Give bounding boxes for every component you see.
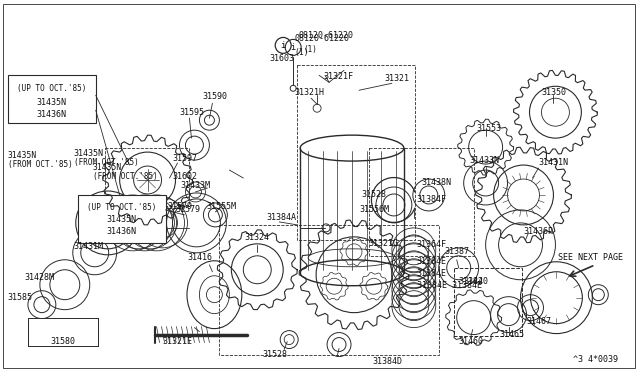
Text: 31428M: 31428M bbox=[25, 273, 55, 282]
Text: 31460: 31460 bbox=[458, 337, 483, 346]
Text: 31433M: 31433M bbox=[180, 180, 211, 189]
Text: 31436N: 31436N bbox=[37, 110, 67, 119]
Text: 31324: 31324 bbox=[244, 233, 270, 242]
Text: 31597: 31597 bbox=[172, 154, 197, 163]
Text: 31438N: 31438N bbox=[422, 177, 452, 186]
Text: (FROM OCT.'85): (FROM OCT.'85) bbox=[93, 171, 157, 180]
Text: 31595: 31595 bbox=[179, 108, 204, 117]
Text: 31416: 31416 bbox=[187, 253, 212, 262]
Text: 31590: 31590 bbox=[202, 92, 227, 101]
Bar bbox=[78, 195, 166, 243]
Text: 31435N: 31435N bbox=[37, 98, 67, 107]
Text: 31384: 31384 bbox=[459, 277, 484, 286]
Text: 31435N: 31435N bbox=[74, 148, 104, 158]
Text: ^3 4*0039: ^3 4*0039 bbox=[573, 355, 618, 364]
Text: 31465: 31465 bbox=[499, 330, 524, 339]
Text: (UP TO OCT.'85): (UP TO OCT.'85) bbox=[87, 203, 156, 212]
Text: i: i bbox=[291, 43, 296, 52]
Text: 31364F: 31364F bbox=[417, 240, 447, 249]
Text: (1): (1) bbox=[294, 48, 308, 57]
Text: 31384E: 31384E bbox=[417, 257, 447, 266]
Text: 31350: 31350 bbox=[541, 88, 566, 97]
Bar bbox=[369, 148, 474, 256]
Text: (FROM OCT.'85): (FROM OCT.'85) bbox=[74, 158, 138, 167]
Text: 31553: 31553 bbox=[476, 124, 501, 133]
Text: 31433N: 31433N bbox=[470, 155, 500, 164]
Text: 31436N: 31436N bbox=[107, 227, 137, 236]
Bar bbox=[220, 225, 439, 355]
Text: 31556M: 31556M bbox=[359, 205, 389, 214]
Text: 31435N: 31435N bbox=[107, 215, 137, 224]
Text: 31431N: 31431N bbox=[538, 158, 568, 167]
Bar bbox=[8, 75, 96, 123]
Text: 31387: 31387 bbox=[444, 247, 469, 256]
Text: 31321F: 31321F bbox=[323, 72, 353, 81]
Text: 08120-61220: 08120-61220 bbox=[298, 31, 353, 40]
Text: 31321H: 31321H bbox=[294, 88, 324, 97]
Text: 31431M: 31431M bbox=[74, 242, 104, 251]
Text: 31384F: 31384F bbox=[417, 195, 447, 205]
Text: 31555M: 31555M bbox=[206, 202, 236, 211]
Text: 31579: 31579 bbox=[167, 202, 192, 211]
Text: 31580: 31580 bbox=[51, 337, 76, 346]
Text: i: i bbox=[280, 41, 286, 50]
Bar bbox=[297, 65, 415, 240]
Text: 31321G: 31321G bbox=[368, 239, 398, 248]
Text: 31467: 31467 bbox=[526, 317, 551, 326]
Text: 31420: 31420 bbox=[463, 277, 488, 286]
Text: (UP TO OCT.'85): (UP TO OCT.'85) bbox=[17, 84, 86, 93]
Text: 31384D: 31384D bbox=[372, 357, 402, 366]
Text: 31321E: 31321E bbox=[163, 337, 193, 346]
Text: 31436P: 31436P bbox=[524, 227, 554, 236]
Text: 08120-61220: 08120-61220 bbox=[294, 34, 349, 43]
Bar bbox=[28, 318, 98, 346]
Text: 31585: 31585 bbox=[7, 293, 32, 302]
Bar bbox=[105, 148, 189, 206]
Text: 31435N: 31435N bbox=[8, 151, 37, 160]
Text: 31528: 31528 bbox=[362, 190, 387, 199]
Text: 31603: 31603 bbox=[269, 54, 294, 63]
Text: 31435N: 31435N bbox=[93, 163, 122, 171]
Text: 31579: 31579 bbox=[175, 205, 200, 214]
Text: 31384A: 31384A bbox=[266, 214, 296, 222]
Text: 31602: 31602 bbox=[173, 171, 198, 180]
Text: 31528: 31528 bbox=[263, 350, 288, 359]
Bar bbox=[454, 268, 522, 336]
Text: SEE NEXT PAGE: SEE NEXT PAGE bbox=[559, 253, 623, 262]
Text: (1): (1) bbox=[303, 45, 317, 54]
Text: 31384E 31384E: 31384E 31384E bbox=[417, 281, 482, 290]
Text: 31384E: 31384E bbox=[417, 269, 447, 278]
Text: 31321: 31321 bbox=[385, 74, 410, 83]
Text: (FROM OCT.'85): (FROM OCT.'85) bbox=[8, 160, 73, 169]
